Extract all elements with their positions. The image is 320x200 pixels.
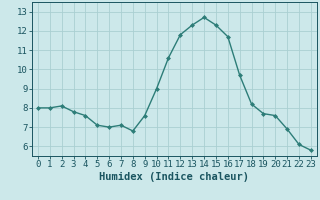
X-axis label: Humidex (Indice chaleur): Humidex (Indice chaleur) [100,172,249,182]
